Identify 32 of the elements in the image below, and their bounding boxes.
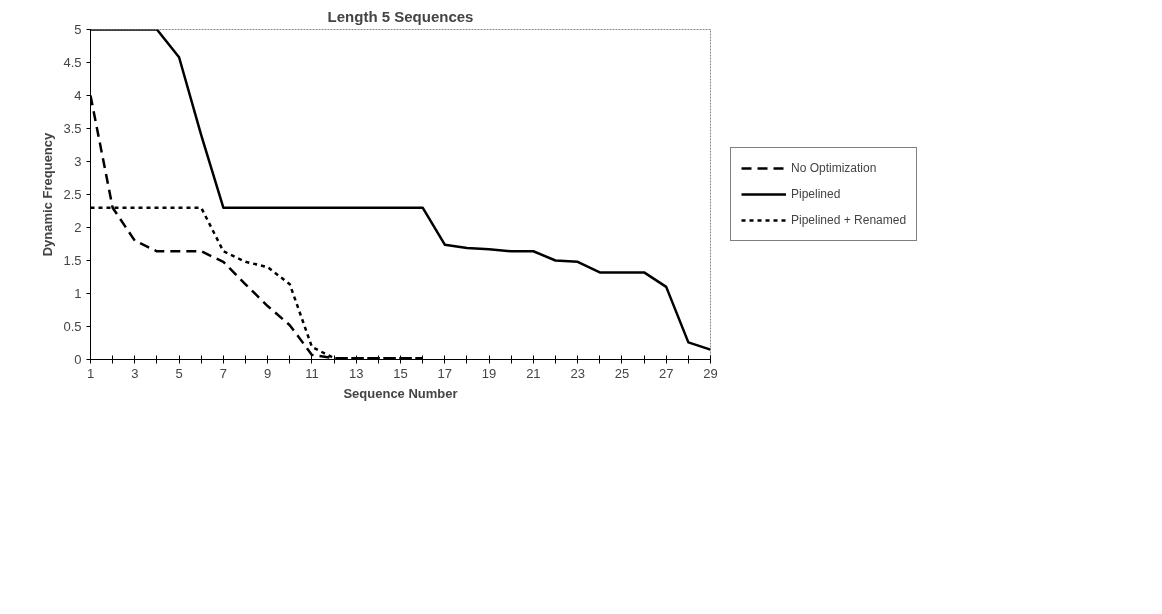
chart-title: Length 5 Sequences <box>327 7 474 25</box>
y-tick-label: 5 <box>74 22 82 37</box>
y-tick-label: 0 <box>74 352 82 367</box>
y-tick-label: 2 <box>74 220 82 235</box>
y-tick-label: 3 <box>74 154 82 169</box>
legend-label: Pipelined <box>791 187 841 201</box>
x-axis-title: Sequence Number <box>343 385 458 401</box>
x-tick-label: 15 <box>393 365 408 381</box>
y-tick-label: 1 <box>74 286 82 301</box>
x-tick-label: 27 <box>658 365 674 381</box>
x-tick-label: 13 <box>348 365 364 381</box>
y-tick-label: 2.5 <box>63 187 82 202</box>
y-tick-label: 4.5 <box>63 55 82 70</box>
x-tick-label: 29 <box>703 365 718 381</box>
y-tick-label: 4 <box>74 88 82 103</box>
x-tick-label: 21 <box>526 365 541 381</box>
x-tick-label: 5 <box>175 365 183 381</box>
y-axis-title: Dynamic Frequency <box>40 131 56 257</box>
x-tick-label: 17 <box>437 365 453 381</box>
x-tick-label: 1 <box>86 365 95 381</box>
y-tick-label: 0.5 <box>63 319 82 334</box>
legend-label: No Optimization <box>791 161 877 175</box>
y-tick-label: 1.5 <box>63 253 82 268</box>
x-tick-label: 19 <box>481 365 497 381</box>
x-tick-label: 9 <box>264 365 272 381</box>
x-tick-label: 25 <box>614 365 630 381</box>
x-tick-label: 11 <box>305 365 319 381</box>
y-tick-label: 3.5 <box>63 121 82 136</box>
x-tick-label: 7 <box>219 365 227 381</box>
legend-label: Pipelined + Renamed <box>791 213 907 227</box>
x-tick-label: 23 <box>570 365 585 381</box>
x-tick-label: 3 <box>131 365 139 381</box>
